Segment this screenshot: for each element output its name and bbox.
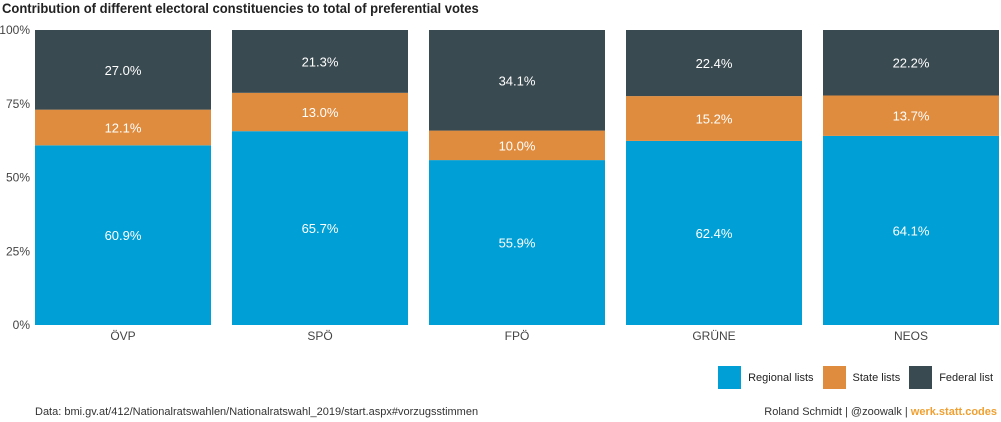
y-tick-label: 0% [13,318,31,332]
legend-item-regional: Regional lists [718,366,814,389]
data-label: 65.7% [302,221,339,236]
brand-credit: werk.statt.codes [910,406,997,418]
legend: Regional lists State lists Federal list [709,366,993,389]
data-label: 12.1% [105,120,142,135]
data-label: 10.0% [499,138,536,153]
bar-federal-list-neos [823,30,999,96]
data-label: 15.2% [696,112,733,127]
x-tick-label: NEOS [894,329,928,343]
y-tick-label: 50% [6,171,30,185]
y-tick-label: 100% [0,23,30,37]
bar-state-lists-grune [626,96,802,141]
x-tick-label: ÖVP [110,329,135,343]
bar-federal-list-spo [232,30,408,93]
data-label: 27.0% [105,63,142,78]
data-label: 21.3% [302,54,339,69]
legend-swatch-state [822,366,846,389]
legend-label-state: State lists [852,371,901,384]
data-label: 60.9% [105,228,142,243]
source-note: Data: bmi.gv.at/412/Nationalratswahlen/N… [35,406,479,418]
author-credit: Roland Schmidt | @zoowalk | [764,406,911,418]
data-label: 22.4% [696,56,733,71]
bar-state-lists-neos [823,95,999,136]
bar-regional-lists-fpo [429,160,605,325]
x-tick-label: SPÖ [307,329,332,343]
data-label: 55.9% [499,236,536,251]
data-label: 13.0% [302,105,339,120]
legend-swatch-federal [909,366,933,389]
data-label: 34.1% [499,73,536,88]
bar-regional-lists-grune [626,140,802,325]
data-label: 64.1% [893,223,930,238]
credits: Roland Schmidt | @zoowalk | werk.statt.c… [764,406,997,418]
data-label: 13.7% [893,109,930,124]
data-label: 62.4% [696,226,733,241]
y-tick-label: 25% [6,244,30,258]
bar-regional-lists-spo [232,131,408,325]
bar-federal-list-fpo [429,30,605,131]
bar-federal-list-grune [626,30,802,97]
bar-state-lists-fpo [429,130,605,161]
legend-label-federal: Federal list [939,371,993,384]
bar-state-lists-ovp [35,109,211,146]
x-tick-label: FPÖ [505,329,530,343]
bar-regional-lists-ovp [35,145,211,325]
bar-state-lists-spo [232,92,408,132]
chart-title: Contribution of different electoral cons… [2,0,479,16]
legend-item-state: State lists [822,366,901,389]
y-tick-label: 75% [6,97,30,111]
legend-label-regional: Regional lists [748,371,814,384]
data-label: 22.2% [893,56,930,71]
legend-swatch-regional [718,366,742,389]
bar-federal-list-ovp [35,30,211,110]
x-tick-label: GRÜNE [692,329,735,343]
bar-regional-lists-neos [823,135,999,325]
legend-item-federal: Federal list [909,366,993,389]
